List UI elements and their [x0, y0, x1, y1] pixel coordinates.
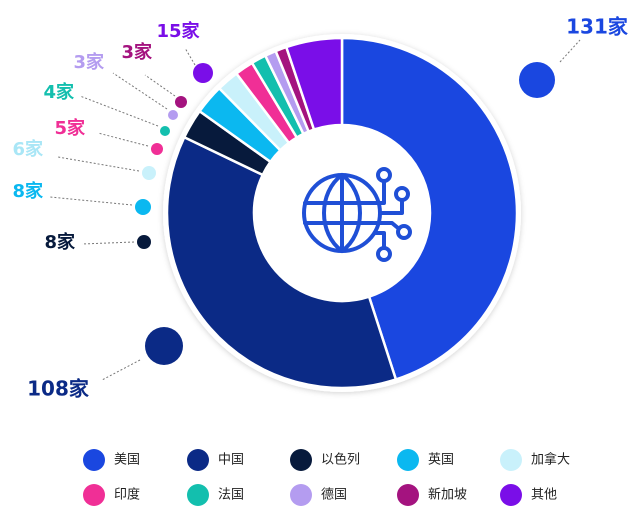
legend-item-india: 印度 [83, 484, 140, 506]
legend-swatch-china [187, 449, 209, 471]
callout-label-usa: 131家 [566, 15, 629, 39]
leader-line-usa [559, 39, 581, 63]
leader-line-germany [112, 72, 168, 110]
callout-dot-france [160, 126, 170, 136]
slice-other [284, 36, 344, 132]
legend-item-usa: 美国 [83, 449, 140, 471]
legend-swatch-germany [290, 484, 312, 506]
legend-item-israel: 以色列 [290, 449, 360, 471]
legend-label-china: 中国 [218, 453, 244, 468]
callout-label-china: 108家 [27, 377, 90, 401]
slices-group [163, 34, 521, 392]
leader-line-uk [49, 196, 133, 206]
legend-item-uk: 英国 [397, 449, 454, 471]
legend-item-canada: 加拿大 [500, 449, 570, 471]
slice-usa [340, 36, 519, 382]
callout-dot-china [145, 327, 183, 365]
legend-item-germany: 德国 [290, 484, 347, 506]
callout-dot-uk [135, 199, 151, 215]
legend-item-france: 法国 [187, 484, 244, 506]
callout-label-india: 5家 [54, 117, 86, 139]
leader-line-france [79, 95, 159, 127]
leader-line-india [97, 132, 149, 147]
callout-dot-singapore [175, 96, 187, 108]
legend-label-germany: 德国 [321, 488, 347, 503]
legend-swatch-singapore [397, 484, 419, 506]
leader-line-other [184, 47, 196, 66]
callout-label-singapore: 3家 [121, 41, 153, 63]
callout-dot-india [151, 143, 163, 155]
legend-swatch-france [187, 484, 209, 506]
legend-item-china: 中国 [187, 449, 244, 471]
slice-china [165, 135, 398, 390]
leader-line-china [101, 359, 141, 381]
legend-swatch-usa [83, 449, 105, 471]
callout-dot-israel [137, 235, 151, 249]
legend-label-canada: 加拿大 [531, 452, 570, 468]
legend-label-other: 其他 [531, 488, 557, 503]
legend-item-singapore: 新加坡 [397, 484, 467, 506]
legend-swatch-israel [290, 449, 312, 471]
legend-swatch-canada [500, 449, 522, 471]
leader-line-israel [81, 241, 135, 245]
callout-label-other: 15家 [156, 20, 200, 42]
callout-label-canada: 6家 [12, 138, 44, 160]
legend-swatch-india [83, 484, 105, 506]
legend-item-other: 其他 [500, 484, 557, 506]
callout-label-uk: 8家 [12, 180, 44, 202]
callout-dot-usa [519, 62, 555, 98]
globe-network-icon [302, 167, 412, 262]
callout-dot-other [193, 63, 213, 83]
legend-swatch-other [500, 484, 522, 506]
legend-label-uk: 英国 [428, 453, 454, 468]
legend-label-india: 印度 [114, 487, 140, 503]
legend-swatch-uk [397, 449, 419, 471]
legend-label-singapore: 新加坡 [428, 487, 467, 503]
leader-line-singapore [144, 74, 176, 97]
callout-label-france: 4家 [43, 81, 75, 103]
leader-line-canada [57, 156, 140, 172]
callout-label-germany: 3家 [73, 51, 105, 73]
legend-label-israel: 以色列 [321, 452, 360, 468]
callout-label-israel: 8家 [44, 231, 76, 253]
legend-label-usa: 美国 [114, 453, 140, 468]
legend-label-france: 法国 [218, 488, 244, 503]
callout-dot-germany [168, 110, 178, 120]
callout-dot-canada [142, 166, 156, 180]
